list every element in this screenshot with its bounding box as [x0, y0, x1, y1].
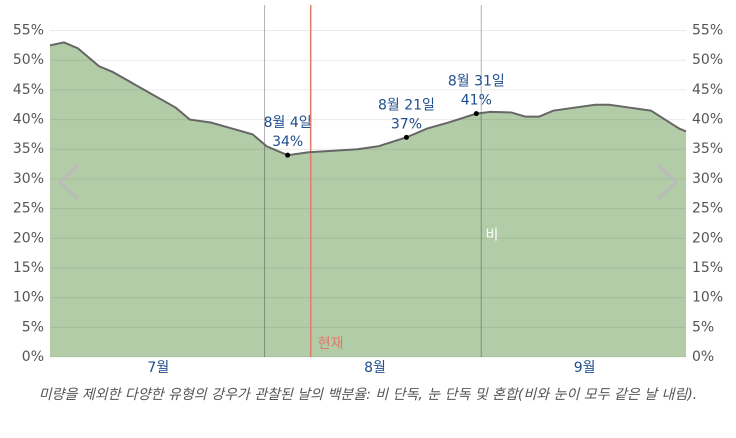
- x-tick-label: 7월: [147, 360, 169, 376]
- prev-arrow[interactable]: [57, 163, 80, 201]
- annotation-point: [473, 111, 479, 117]
- y-tick-label: 50%: [13, 52, 44, 68]
- y-tick-label: 5%: [22, 319, 44, 335]
- annotation-value: 34%: [272, 134, 303, 150]
- annotation-date: 8월 4일: [264, 115, 312, 131]
- area: [50, 42, 686, 357]
- y-tick-label-right: 50%: [692, 52, 723, 68]
- y-tick-label-right: 15%: [692, 260, 723, 276]
- y-tick-label-right: 30%: [692, 171, 723, 187]
- y-tick-label-right: 20%: [692, 230, 723, 246]
- x-tick-label: 8월: [364, 360, 386, 376]
- y-tick-label-right: 10%: [692, 290, 723, 306]
- y-tick-label-right: 0%: [692, 349, 714, 365]
- y-tick-label: 45%: [13, 82, 44, 98]
- y-tick-label: 20%: [13, 230, 44, 246]
- y-tick-label: 15%: [13, 260, 44, 276]
- y-tick-label-right: 25%: [692, 201, 723, 217]
- y-tick-label-right: 35%: [692, 141, 723, 157]
- annotation-value: 41%: [461, 93, 492, 109]
- y-tick-label-right: 55%: [692, 23, 723, 39]
- annotation-date: 8월 31일: [448, 74, 505, 90]
- caption: 미량을 제외한 다양한 유형의 강우가 관찰된 날의 백분율: 비 단독, 눈 …: [38, 387, 698, 403]
- y-tick-label-right: 45%: [692, 82, 723, 98]
- now-label: 현재: [318, 336, 344, 352]
- y-tick-label: 55%: [13, 23, 44, 39]
- y-tick-label-right: 40%: [692, 112, 723, 128]
- y-tick-label: 30%: [13, 171, 44, 187]
- y-tick-label: 0%: [22, 349, 44, 365]
- y-tick-label: 25%: [13, 201, 44, 217]
- next-arrow[interactable]: [656, 163, 679, 201]
- y-tick-label: 35%: [13, 141, 44, 157]
- y-tick-label-right: 5%: [692, 319, 714, 335]
- y-tick-label: 40%: [13, 112, 44, 128]
- annotation-point: [403, 134, 409, 140]
- annotation-date: 8월 21일: [378, 97, 435, 113]
- y-tick-label: 10%: [13, 290, 44, 306]
- annotation-point: [285, 152, 291, 158]
- next-button[interactable]: [656, 163, 679, 201]
- x-tick-label: 9월: [574, 360, 596, 376]
- annotation-value: 37%: [391, 116, 422, 132]
- plot: 0% 0% 5% 5% 10% 10% 15% 15% 20% 20% 25% 25% 30% 30% 35…: [13, 5, 723, 376]
- chart: 0% 0% 5% 5% 10% 10% 15% 15% 20% 20% 25% 25% 30% 30% 35…: [13, 5, 723, 376]
- series-label: 비: [486, 227, 499, 243]
- line: [49, 41, 687, 157]
- prev-button[interactable]: [57, 163, 80, 201]
